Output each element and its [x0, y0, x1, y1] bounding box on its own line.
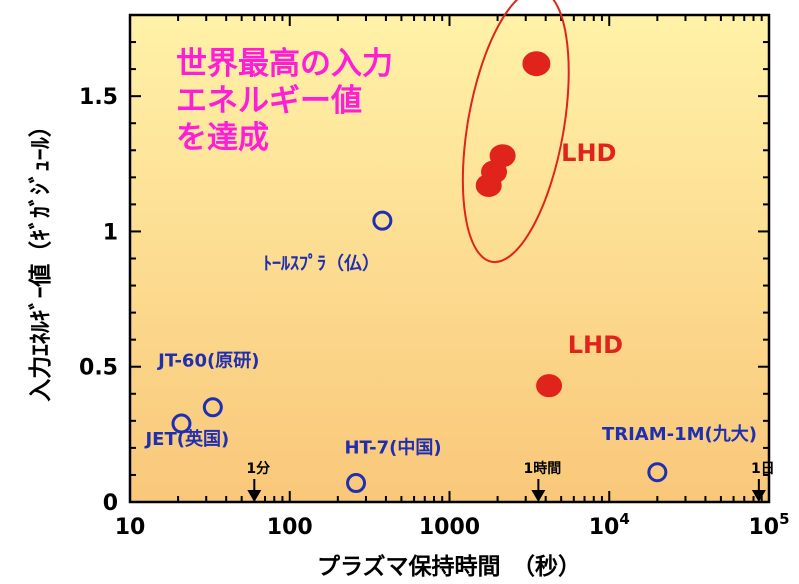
- open-circle-point: [346, 473, 367, 494]
- time-marker-arrow: [247, 490, 262, 502]
- y-axis-title: 入力ｴﾈﾙｷﾞｰ値（ｷﾞｶﾞｼﾞｭｰﾙ）: [27, 114, 54, 402]
- time-marker-label: 1時間: [523, 460, 561, 477]
- time-marker-arrow: [531, 490, 546, 502]
- x-tick-label: 1000: [419, 515, 480, 540]
- x-tick-label: 104: [589, 510, 630, 540]
- x-axis-title: プラズマ保持時間 （秒）: [317, 553, 581, 580]
- x-tick-exponent: 4: [619, 510, 629, 528]
- point-labels: JT-60(原研) JET(英国) HT-7(中国) ﾄｰﾙｽﾌﾟﾗ（仏） TRIAM-…: [143, 139, 757, 458]
- x-tick-label: 100: [267, 515, 313, 540]
- x-tick-label: 10: [115, 515, 146, 540]
- y-tick-label: 0.5: [79, 356, 118, 381]
- time-markers: 1分 1時間 1日: [246, 460, 775, 502]
- x-tick-labels: 10 100 1000 104 105: [115, 510, 790, 540]
- filled-circle-point: [489, 144, 516, 168]
- y-tick-labels: 0 0.5 1 1.5: [79, 85, 118, 516]
- open-circle-point: [171, 413, 192, 434]
- device-label: JET(英国): [143, 428, 229, 450]
- x-tick-label: 105: [748, 510, 789, 540]
- device-label: ﾄｰﾙｽﾌﾟﾗ（仏）: [263, 252, 380, 274]
- data-points: [171, 51, 668, 494]
- lhd-label: LHD: [561, 139, 616, 167]
- time-marker-label: 1分: [246, 461, 270, 477]
- filled-circle-point: [522, 51, 551, 77]
- time-marker-arrow: [751, 490, 766, 502]
- record-highlight-ellipse: [461, 0, 570, 264]
- device-label: TRIAM-1M(九大): [602, 423, 757, 445]
- axis-ticks: [129, 14, 769, 503]
- device-label: JT-60(原研): [156, 351, 259, 372]
- filled-circle-point: [536, 374, 563, 398]
- plot-area-background: [128, 13, 771, 504]
- open-circle-point: [372, 210, 393, 231]
- y-tick-label: 1: [103, 220, 118, 245]
- lhd-label: LHD: [568, 331, 623, 359]
- headline-line: を達成: [176, 120, 269, 156]
- time-marker-label: 1日: [751, 461, 775, 477]
- headline-line: 世界最高の入力: [176, 46, 393, 82]
- open-circle-point: [202, 397, 223, 418]
- x-tick-exponent: 5: [779, 510, 789, 528]
- y-tick-label: 0: [103, 491, 118, 516]
- y-tick-label: 1.5: [79, 85, 118, 110]
- device-label: HT-7(中国): [344, 436, 441, 458]
- headline-line: エネルギー値: [176, 83, 362, 119]
- open-circle-point: [647, 462, 668, 483]
